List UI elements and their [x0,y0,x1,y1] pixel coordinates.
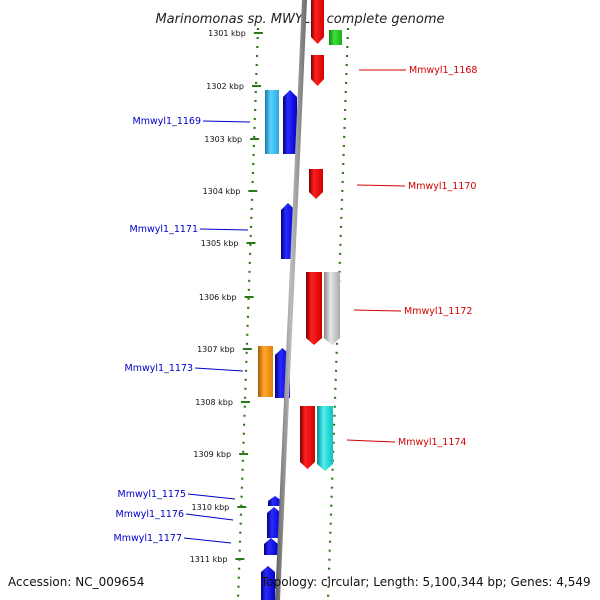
kbp-tick-label: 1308 kbp [195,398,233,407]
gene-label-1170[interactable]: Mmwyl1_1170 [408,181,476,192]
genes [258,0,342,600]
kbp-tick-label: 1301 kbp [208,29,246,38]
gene-feature-1173-orange[interactable] [258,346,273,397]
leader-line-1170 [356,184,406,187]
gene-feature-1169-lightblue[interactable] [265,90,279,154]
gene-feature-bottom[interactable] [261,566,275,600]
kbp-tick-label: 1306 kbp [199,293,237,302]
leader-line-1174 [346,439,396,443]
gene-label-1174[interactable]: Mmwyl1_1174 [398,437,466,448]
gene-feature-green[interactable] [329,30,342,45]
kbp-tick-label: 1303 kbp [204,135,242,144]
gene-feature-1175[interactable] [268,496,282,506]
gene-feature-1168[interactable] [311,55,324,86]
leader-line-1173 [194,367,244,372]
left-track-line [236,27,260,600]
gene-label-1171[interactable]: Mmwyl1_1171 [130,224,198,235]
leader-line-1169 [202,120,251,123]
kbp-tick-label: 1310 kbp [192,503,230,512]
kbp-tick-label: 1304 kbp [203,187,241,196]
kbp-tick-label: 1302 kbp [206,82,244,91]
topology-text: Topology: circular; Length: 5,100,344 bp… [260,575,591,589]
kbp-tick-label: 1307 kbp [197,345,235,354]
leader-line-1171 [199,228,249,231]
gene-label-1177[interactable]: Mmwyl1_1177 [114,533,182,544]
kbp-tick-label: 1309 kbp [193,450,231,459]
gene-label-1175[interactable]: Mmwyl1_1175 [118,489,186,500]
kbp-tick-label: 1305 kbp [201,239,239,248]
gene-feature-1170[interactable] [309,169,323,199]
leader-line-1177 [183,537,232,544]
gene-feature-1172[interactable] [306,272,322,345]
genome-backbone [275,0,307,600]
gene-label-1176[interactable]: Mmwyl1_1176 [116,509,184,520]
gene-label-1173[interactable]: Mmwyl1_1173 [125,363,193,374]
accession-text: Accession: NC_009654 [8,575,144,589]
gene-feature-1174-cyan[interactable] [317,406,333,471]
gene-label-1169[interactable]: Mmwyl1_1169 [133,116,201,127]
map-title: Marinomonas sp. MWYL1, complete genome [155,12,444,27]
gene-feature-1169[interactable] [283,90,297,154]
leader-line-1176 [185,513,234,521]
gene-feature-1177[interactable] [264,538,278,555]
gene-label-1172[interactable]: Mmwyl1_1172 [404,306,472,317]
leader-line-1172 [353,309,402,312]
gene-feature-1176[interactable] [267,507,281,538]
gene-labels: Mmwyl1_1168 Mmwyl1_1169 Mmwyl1_1170 Mmwy… [114,65,478,544]
gene-feature-1172-gray[interactable] [324,272,340,345]
kbp-ticks: 1301 kbp 1302 kbp 1303 kbp 1304 kbp 1305 kbp… [190,29,263,564]
gene-label-1168[interactable]: Mmwyl1_1168 [409,65,477,76]
gene-feature-1174[interactable] [300,406,315,469]
kbp-tick-label: 1311 kbp [190,555,228,564]
gene-feature-1167[interactable] [311,0,324,44]
leader-line-1175 [187,493,236,500]
